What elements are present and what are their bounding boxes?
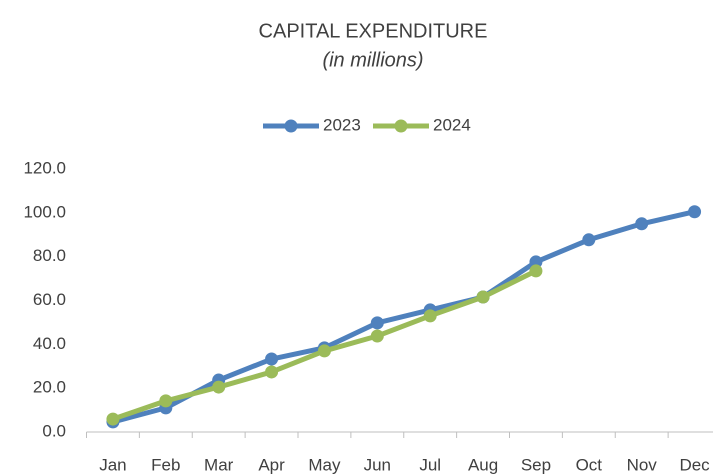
point xyxy=(529,264,543,278)
x-tick-label: May xyxy=(308,455,341,474)
point xyxy=(317,344,331,358)
point xyxy=(423,309,437,323)
point xyxy=(370,316,384,330)
series-line xyxy=(112,209,696,425)
legend-marker xyxy=(284,119,298,133)
y-tick-label: 40.0 xyxy=(33,334,66,353)
y-tick-label: 120.0 xyxy=(23,158,66,177)
x-tick-label: Nov xyxy=(627,455,658,474)
y-tick-label: 80.0 xyxy=(33,246,66,265)
point xyxy=(688,205,702,219)
x-tick-label: Aug xyxy=(468,455,498,474)
x-tick-label: Jul xyxy=(419,455,441,474)
point xyxy=(159,394,173,408)
y-tick-label: 20.0 xyxy=(33,378,66,397)
legend-label: 2023 xyxy=(323,115,361,134)
x-tick-label: Dec xyxy=(679,455,710,474)
x-tick-label: Mar xyxy=(204,455,234,474)
x-tick-label: Jan xyxy=(99,455,126,474)
x-tick-label: Jun xyxy=(364,455,391,474)
x-tick-label: Apr xyxy=(258,455,285,474)
y-tick-label: 100.0 xyxy=(23,202,66,221)
point xyxy=(265,352,279,366)
point xyxy=(582,233,596,247)
point xyxy=(370,329,384,343)
x-tick-label: Feb xyxy=(151,455,180,474)
x-tick-label: Oct xyxy=(576,455,603,474)
point xyxy=(529,255,543,269)
legend-label: 2024 xyxy=(433,115,471,134)
point xyxy=(265,365,279,379)
x-tick-label: Sep xyxy=(521,455,551,474)
point xyxy=(106,412,120,426)
point xyxy=(212,380,226,394)
legend-marker xyxy=(394,119,408,133)
chart-subtitle: (in millions) xyxy=(322,49,423,71)
chart-title: CAPITAL EXPENDITURE xyxy=(259,20,488,42)
y-tick-label: 60.0 xyxy=(33,290,66,309)
point xyxy=(635,217,649,231)
point xyxy=(476,290,490,304)
y-tick-label: 0.0 xyxy=(42,421,66,440)
